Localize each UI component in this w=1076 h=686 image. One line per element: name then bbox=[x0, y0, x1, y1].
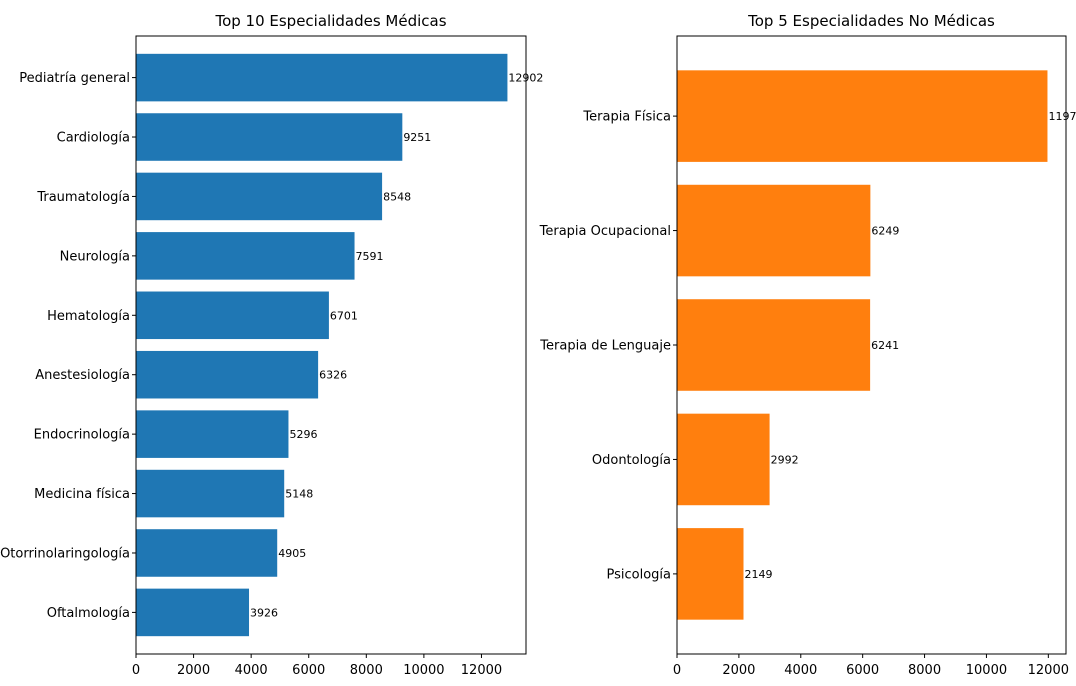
data-label: 8548 bbox=[383, 190, 411, 203]
category-label: Endocrinología bbox=[34, 428, 130, 443]
data-label: 6326 bbox=[319, 369, 347, 382]
plot-frame bbox=[135, 35, 527, 655]
category-label: Terapia de Lenguaje bbox=[539, 339, 671, 354]
x-tick-label: 4000 bbox=[784, 663, 817, 678]
category-label: Traumatología bbox=[36, 190, 130, 205]
category-label: Oftalmología bbox=[47, 606, 130, 621]
category-label: Terapia Física bbox=[582, 110, 671, 125]
bar bbox=[136, 588, 250, 637]
category-label: Terapia Ocupacional bbox=[539, 224, 671, 239]
bar bbox=[136, 291, 329, 340]
chart-title: Top 5 Especialidades No Médicas bbox=[747, 12, 995, 30]
chart-panel-2: Top 5 Especialidades No Médicas Terapia F… bbox=[539, 12, 1076, 678]
data-label: 4905 bbox=[278, 547, 306, 560]
bar bbox=[677, 184, 871, 277]
x-tick-label: 2000 bbox=[722, 663, 755, 678]
x-tick-label: 6000 bbox=[292, 663, 325, 678]
bar bbox=[136, 410, 289, 458]
data-label: 6701 bbox=[330, 309, 358, 322]
category-label: Medicina física bbox=[34, 487, 130, 502]
bar bbox=[136, 350, 319, 399]
x-tick-label: 0 bbox=[132, 663, 140, 678]
data-label: 11972 bbox=[1048, 110, 1076, 123]
category-label: Cardiología bbox=[57, 131, 130, 146]
category-label: Anestesiología bbox=[35, 368, 130, 383]
bar bbox=[136, 232, 355, 280]
x-tick-label: 10000 bbox=[403, 663, 444, 678]
x-tick-label: 12000 bbox=[1028, 663, 1069, 678]
x-tick-label: 8000 bbox=[908, 663, 941, 678]
category-label: Pediatría general bbox=[19, 71, 130, 86]
data-label: 6241 bbox=[871, 339, 899, 352]
bar bbox=[136, 113, 403, 161]
x-tick-label: 10000 bbox=[966, 663, 1007, 678]
data-label: 5148 bbox=[285, 488, 313, 501]
category-label: Odontología bbox=[592, 453, 671, 468]
x-tick-label: 4000 bbox=[235, 663, 268, 678]
chart-panel-1: Top 10 Especialidades Médicas Pediatría g… bbox=[0, 12, 543, 678]
x-tick-label: 2000 bbox=[177, 663, 210, 678]
category-label: Otorrinolaringología bbox=[0, 546, 130, 561]
data-label: 6249 bbox=[871, 225, 899, 238]
bar bbox=[677, 413, 770, 506]
bar bbox=[136, 172, 383, 221]
bar bbox=[677, 299, 871, 391]
category-label: Neurología bbox=[60, 249, 130, 264]
x-tick-label: 8000 bbox=[350, 663, 383, 678]
category-label: Psicología bbox=[607, 567, 672, 582]
data-label: 7591 bbox=[356, 250, 384, 263]
bar bbox=[136, 529, 278, 577]
x-tick-label: 6000 bbox=[846, 663, 879, 678]
data-label: 5296 bbox=[289, 428, 317, 441]
chart-title: Top 10 Especialidades Médicas bbox=[214, 12, 446, 30]
bar bbox=[136, 469, 285, 518]
data-label: 2992 bbox=[771, 453, 799, 466]
data-label: 2149 bbox=[744, 568, 772, 581]
x-tick-label: 12000 bbox=[461, 663, 502, 678]
plot-frame bbox=[676, 35, 1067, 655]
category-label: Hematología bbox=[47, 309, 130, 324]
data-label: 9251 bbox=[403, 131, 431, 144]
x-tick-label: 0 bbox=[673, 663, 681, 678]
bar bbox=[677, 70, 1048, 162]
data-label: 3926 bbox=[250, 606, 278, 619]
bar bbox=[136, 53, 508, 102]
bar bbox=[677, 528, 744, 620]
